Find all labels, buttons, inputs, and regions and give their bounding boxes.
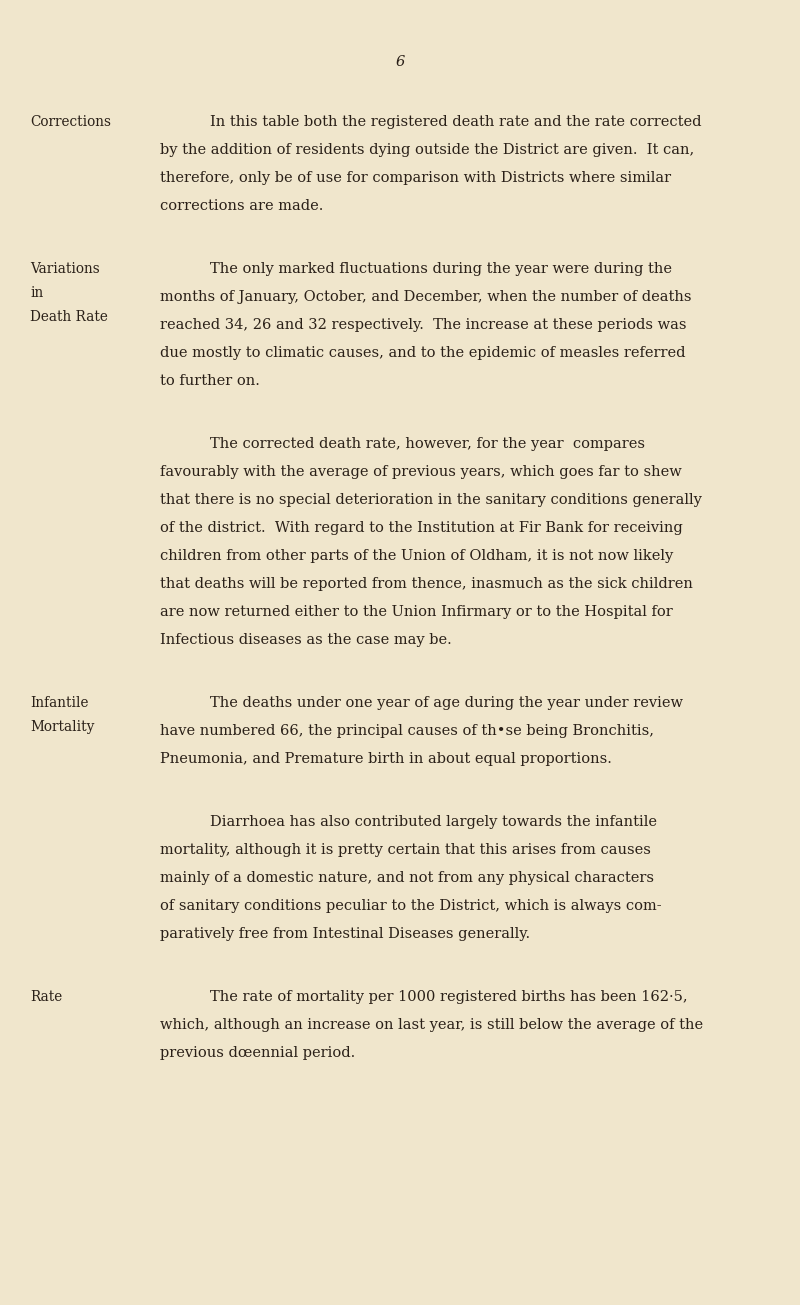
Text: The only marked fluctuations during the year were during the: The only marked fluctuations during the …: [210, 262, 672, 275]
Text: of the district.  With regard to the Institution at Fir Bank for receiving: of the district. With regard to the Inst…: [160, 521, 682, 535]
Text: corrections are made.: corrections are made.: [160, 198, 323, 213]
Text: favourably with the average of previous years, which goes far to shew: favourably with the average of previous …: [160, 465, 682, 479]
Text: mortality, although it is pretty certain that this arises from causes: mortality, although it is pretty certain…: [160, 843, 651, 857]
Text: Pneumonia, and Premature birth in about equal proportions.: Pneumonia, and Premature birth in about …: [160, 752, 612, 766]
Text: reached 34, 26 and 32 respectively.  The increase at these periods was: reached 34, 26 and 32 respectively. The …: [160, 318, 686, 331]
Text: Corrections: Corrections: [30, 115, 111, 129]
Text: in: in: [30, 286, 43, 300]
Text: The corrected death rate, however, for the year  compares: The corrected death rate, however, for t…: [210, 437, 645, 452]
Text: Infantile: Infantile: [30, 696, 89, 710]
Text: The rate of mortality per 1000 registered births has been 162·5,: The rate of mortality per 1000 registere…: [210, 990, 688, 1004]
Text: therefore, only be of use for comparison with Districts where similar: therefore, only be of use for comparison…: [160, 171, 671, 185]
Text: children from other parts of the Union of Oldham, it is not now likely: children from other parts of the Union o…: [160, 549, 674, 562]
Text: Death Rate: Death Rate: [30, 309, 108, 324]
Text: Rate: Rate: [30, 990, 62, 1004]
Text: of sanitary conditions peculiar to the District, which is always com-: of sanitary conditions peculiar to the D…: [160, 899, 662, 914]
Text: that deaths will be reported from thence, inasmuch as the sick children: that deaths will be reported from thence…: [160, 577, 693, 591]
Text: Variations: Variations: [30, 262, 100, 275]
Text: previous dœennial period.: previous dœennial period.: [160, 1047, 355, 1060]
Text: due mostly to climatic causes, and to the epidemic of measles referred: due mostly to climatic causes, and to th…: [160, 346, 686, 360]
Text: Infectious diseases as the case may be.: Infectious diseases as the case may be.: [160, 633, 452, 647]
Text: are now returned either to the Union Infirmary or to the Hospital for: are now returned either to the Union Inf…: [160, 606, 673, 619]
Text: paratively free from Intestinal Diseases generally.: paratively free from Intestinal Diseases…: [160, 927, 530, 941]
Text: which, although an increase on last year, is still below the average of the: which, although an increase on last year…: [160, 1018, 703, 1032]
Text: have numbered 66, the principal causes of th•se being Bronchitis,: have numbered 66, the principal causes o…: [160, 724, 654, 739]
Text: In this table both the registered death rate and the rate corrected: In this table both the registered death …: [210, 115, 702, 129]
Text: 6: 6: [395, 55, 405, 69]
Text: to further on.: to further on.: [160, 375, 260, 388]
Text: mainly of a domestic nature, and not from any physical characters: mainly of a domestic nature, and not fro…: [160, 870, 654, 885]
Text: by the addition of residents dying outside the District are given.  It can,: by the addition of residents dying outsi…: [160, 144, 694, 157]
Text: months of January, October, and December, when the number of deaths: months of January, October, and December…: [160, 290, 691, 304]
Text: The deaths under one year of age during the year under review: The deaths under one year of age during …: [210, 696, 683, 710]
Text: that there is no special deterioration in the sanitary conditions generally: that there is no special deterioration i…: [160, 493, 702, 508]
Text: Diarrhoea has also contributed largely towards the infantile: Diarrhoea has also contributed largely t…: [210, 816, 657, 829]
Text: Mortality: Mortality: [30, 720, 94, 733]
